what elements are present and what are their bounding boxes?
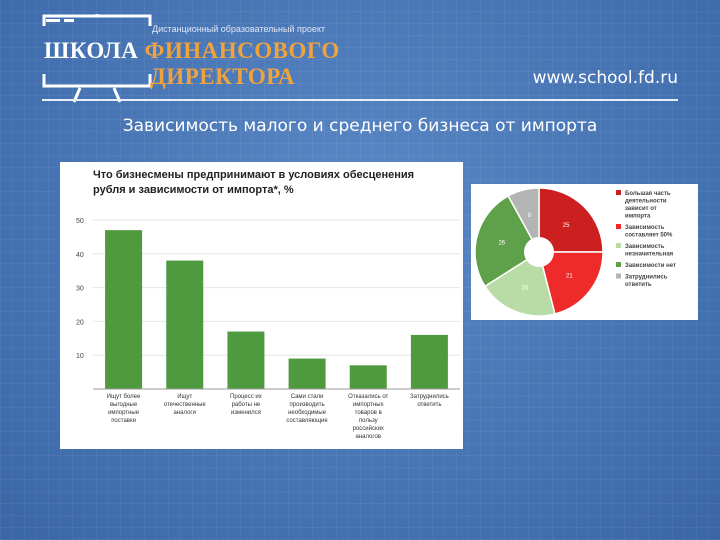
slide-title: Зависимость малого и среднего бизнеса от… bbox=[122, 116, 598, 136]
bar bbox=[105, 230, 143, 389]
bar-chart-panel: Что бизнесмены предпринимают в условиях … bbox=[60, 162, 463, 449]
y-tick-label: 20 bbox=[76, 319, 84, 326]
x-tick-label: аналогов bbox=[356, 434, 381, 440]
bar-chart-title-line: Что бизнесмены предпринимают в условиях … bbox=[93, 169, 414, 181]
x-tick-label: пользу bbox=[359, 418, 378, 424]
legend-label: Зависимости нет bbox=[625, 263, 676, 269]
x-tick-label: Сами стали bbox=[291, 394, 324, 400]
y-tick-label: 10 bbox=[76, 353, 84, 360]
x-tick-label: ответить bbox=[417, 402, 441, 408]
x-tick-label: российских bbox=[353, 425, 384, 432]
logo-director-word: ДИРЕКТОРА bbox=[150, 64, 295, 89]
y-tick-label: 30 bbox=[76, 286, 84, 293]
x-tick-label: работы не bbox=[232, 402, 261, 408]
site-url: www.school.fd.ru bbox=[532, 68, 678, 88]
bar-chart: Что бизнесмены предпринимают в условиях … bbox=[76, 169, 460, 440]
bar bbox=[410, 334, 448, 389]
x-tick-label: отечественные bbox=[164, 402, 207, 408]
x-tick-label: Ищут bbox=[177, 394, 192, 400]
legend-label: деятельности bbox=[625, 199, 667, 205]
legend-swatch bbox=[616, 243, 621, 248]
bar bbox=[349, 365, 387, 389]
legend-label: Зависимость bbox=[625, 244, 665, 250]
x-tick-label: Затруднились bbox=[410, 394, 449, 400]
x-tick-label: товаров в bbox=[355, 410, 382, 416]
legend-label: Зависимость bbox=[625, 225, 665, 231]
x-tick-label: импортных bbox=[353, 402, 384, 408]
pie-slice-label: 8 bbox=[528, 213, 532, 219]
y-tick-label: 40 bbox=[76, 252, 84, 259]
x-tick-label: составляющие bbox=[286, 418, 328, 424]
legend-label: Затруднились bbox=[625, 275, 668, 281]
legend-swatch bbox=[616, 262, 621, 267]
legend-swatch bbox=[616, 190, 621, 195]
pie-slice-label: 21 bbox=[566, 274, 573, 280]
x-tick-label: Ищут более bbox=[107, 394, 141, 400]
legend-label: Большая часть bbox=[625, 191, 671, 197]
legend-label: составляет 50% bbox=[625, 233, 673, 239]
legend-swatch bbox=[616, 273, 621, 279]
logo-title: ШКОЛА ФИНАНСОВОГО bbox=[44, 38, 340, 64]
x-tick-label: производить bbox=[290, 402, 325, 408]
logo-school-word: ШКОЛА bbox=[44, 38, 139, 63]
x-tick-label: поставки bbox=[111, 418, 136, 424]
bar-chart-title-line: рубля и зависимости от импорта*, % bbox=[93, 184, 294, 196]
pie-slice bbox=[474, 194, 540, 288]
logo-finance-word: ФИНАНСОВОГО bbox=[144, 38, 340, 63]
pie-slice bbox=[538, 251, 604, 315]
pie-slice-label: 26 bbox=[498, 240, 505, 246]
logo-subtitle: Дистанционный образовательный проект bbox=[152, 24, 326, 34]
bar bbox=[166, 260, 204, 389]
legend-label: ответить bbox=[625, 282, 652, 288]
header-divider bbox=[42, 99, 678, 101]
y-tick-label: 50 bbox=[76, 218, 84, 225]
x-tick-label: необходимые bbox=[288, 410, 327, 416]
pie-slice-label: 20 bbox=[522, 286, 529, 292]
x-tick-label: импортные bbox=[108, 410, 140, 416]
pie-chart-panel: 25 21 20 26 8 Большая часть деятельности зависи… bbox=[471, 184, 698, 320]
x-tick-label: выгодные bbox=[110, 402, 138, 408]
pie-chart: 25 21 20 26 8 Большая часть деятельностизависи… bbox=[474, 187, 676, 317]
legend-label: незначительная bbox=[625, 252, 674, 258]
bar bbox=[288, 358, 326, 389]
school-logo-icon bbox=[42, 14, 152, 103]
x-tick-label: Отказались от bbox=[348, 394, 388, 400]
x-tick-label: изменился bbox=[231, 410, 261, 416]
legend-label: зависит от bbox=[625, 206, 657, 212]
pie-slice bbox=[507, 187, 540, 253]
bar bbox=[227, 331, 265, 389]
legend-swatch bbox=[616, 224, 621, 229]
pie-slice bbox=[483, 250, 556, 317]
pie-slice-label: 25 bbox=[563, 223, 570, 229]
pie-slice bbox=[538, 187, 604, 253]
donut-hole bbox=[524, 237, 554, 267]
x-tick-label: Процесс их bbox=[230, 394, 262, 400]
legend-label: импорта bbox=[625, 214, 651, 220]
x-tick-label: аналоги bbox=[174, 410, 196, 416]
